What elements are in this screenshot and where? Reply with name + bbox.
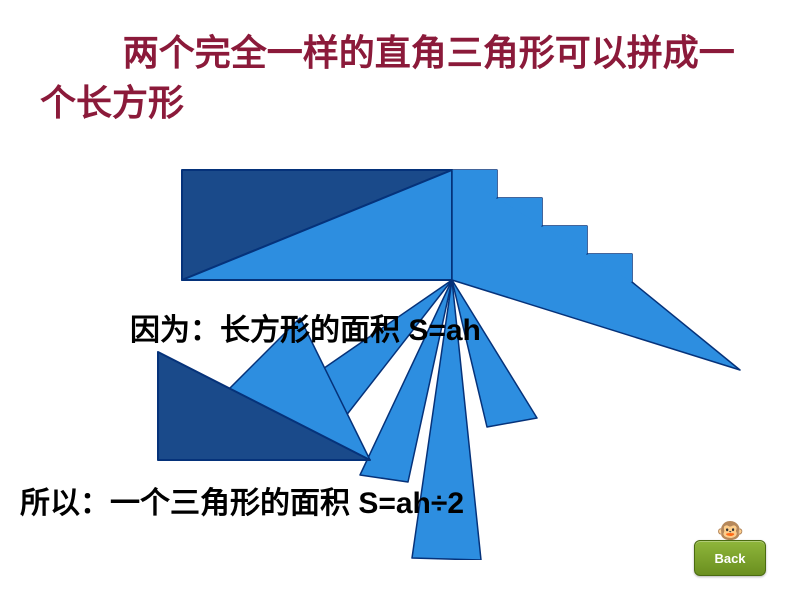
page-title: 两个完全一样的直角三角形可以拼成一个长方形 <box>40 28 764 129</box>
back-button[interactable]: Back <box>694 540 766 576</box>
reason-text: 因为：长方形的面积 S=ah <box>130 305 481 349</box>
conclusion-text: 所以：一个三角形的面积 S=ah÷2 <box>20 478 464 522</box>
